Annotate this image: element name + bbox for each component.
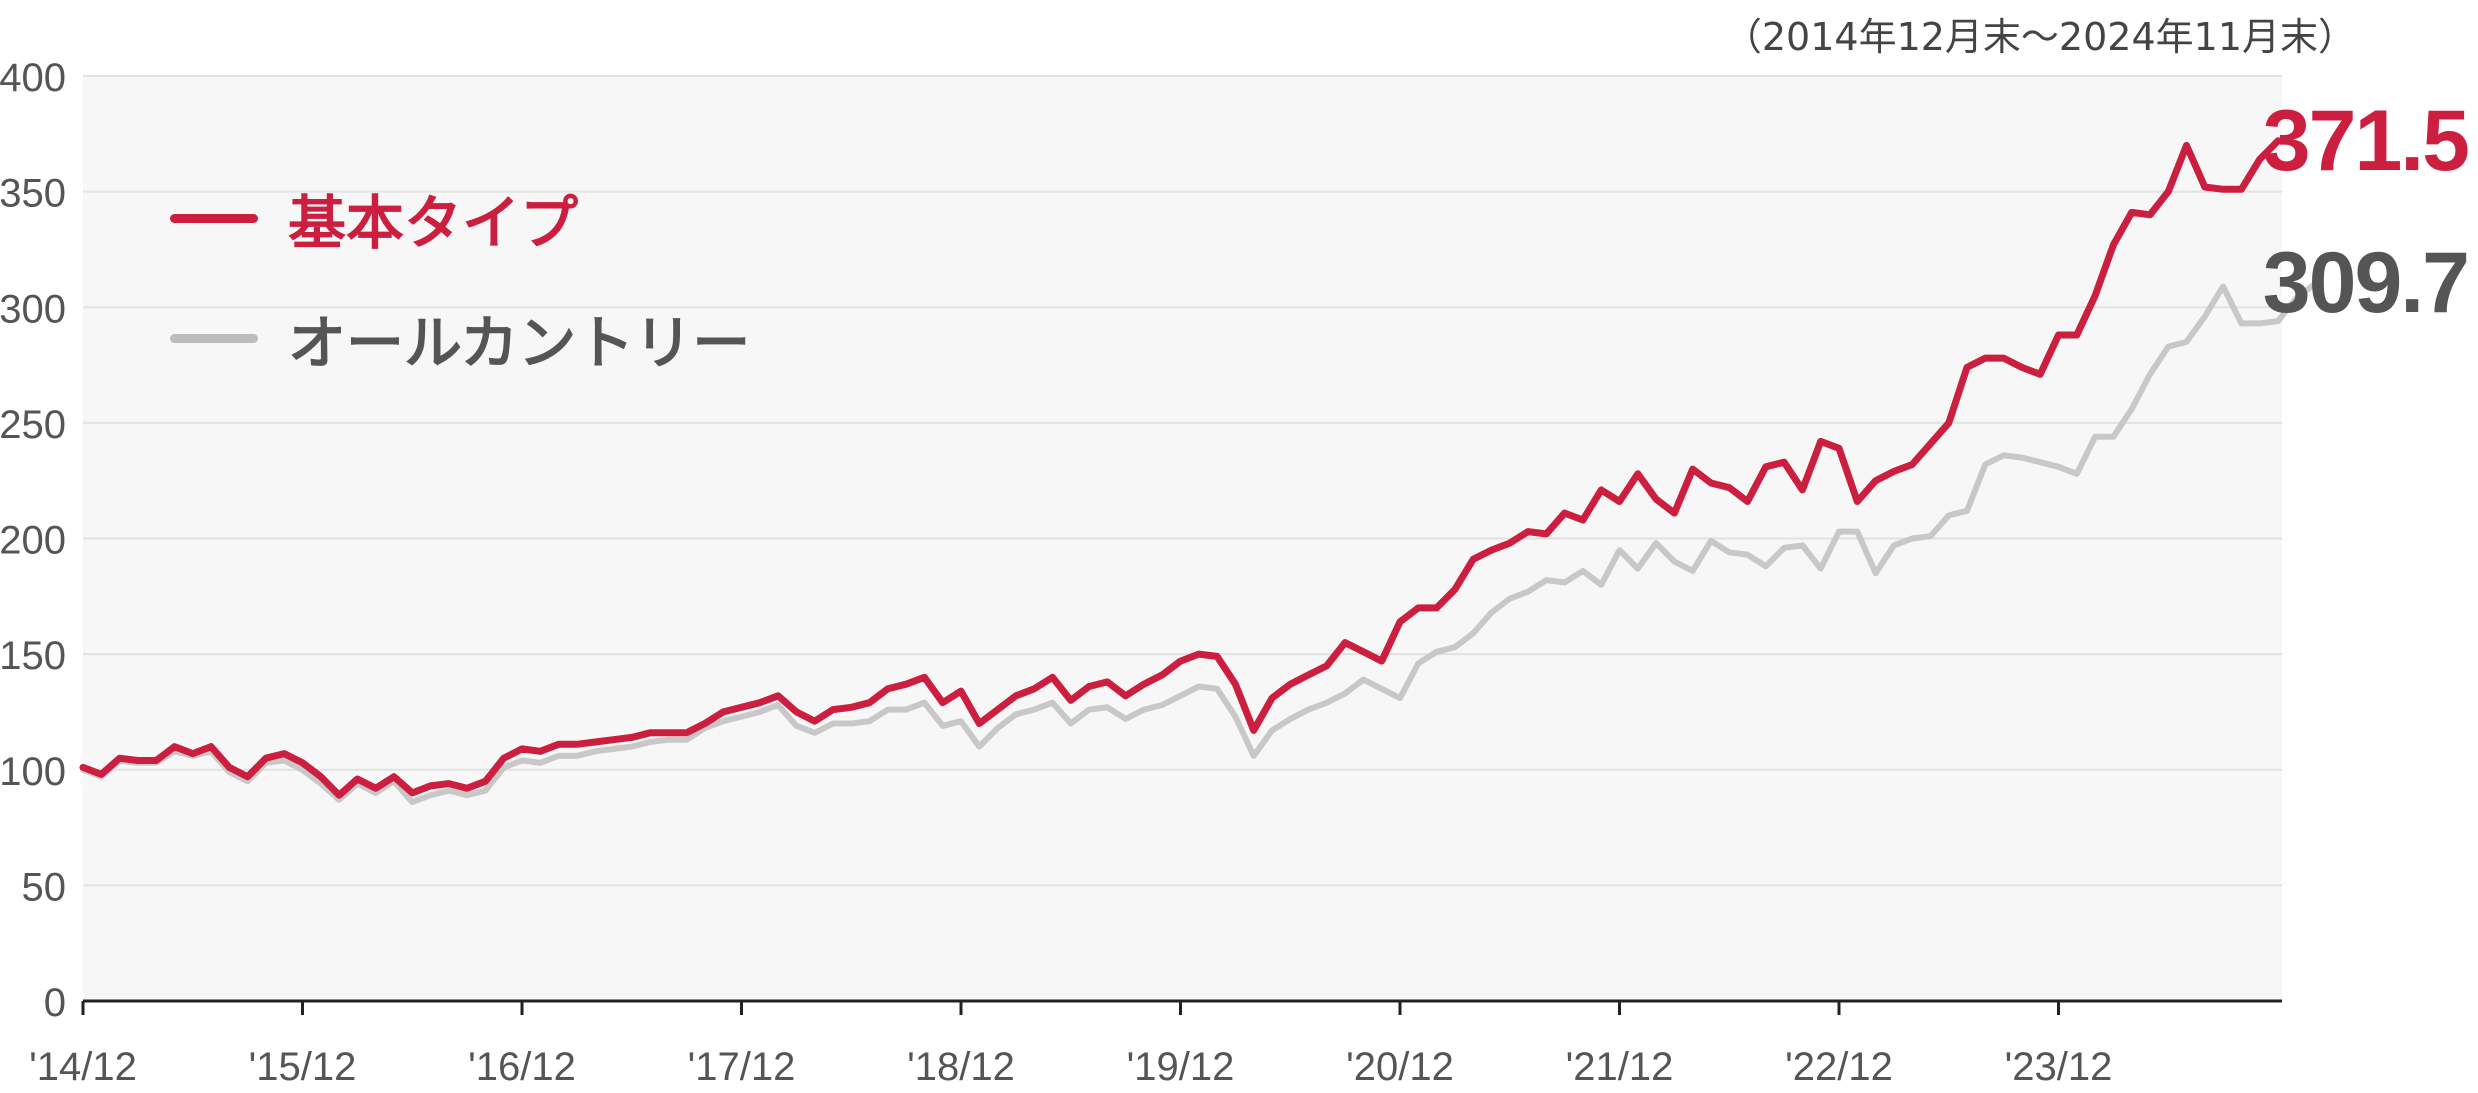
y-tick-label: 200 (0, 519, 66, 563)
x-tick-label: '18/12 (907, 1045, 1015, 1089)
end-value-basic: 371.5 (2262, 93, 2470, 189)
y-tick-label: 150 (0, 634, 66, 678)
period-note: （2014年12月末～2024年11月末） (1723, 15, 2356, 59)
y-tick-label: 400 (0, 56, 66, 100)
y-tick-label: 300 (0, 287, 66, 331)
x-tick-label: '14/12 (29, 1045, 137, 1089)
x-axis: '14/12 '15/12 '16/12 '17/12 '18/12 '19/12 '20/… (29, 999, 2282, 1089)
x-tick-label: '22/12 (1785, 1045, 1893, 1089)
legend-label-allcountry: オールカントリー (288, 309, 751, 377)
series-line-basic (79, 137, 2282, 799)
y-tick-label: 350 (0, 172, 66, 216)
x-tick-label: '20/12 (1346, 1045, 1454, 1089)
end-value-allcountry: 309.7 (2262, 235, 2470, 331)
y-tick-label: 250 (0, 403, 66, 447)
y-tick-label: 50 (22, 865, 67, 909)
legend-swatch-basic (170, 213, 258, 223)
y-axis-ticks: 0 50 100 150 200 250 300 350 400 (0, 56, 66, 1025)
legend-swatch-allcountry (170, 333, 258, 343)
legend-item-allcountry: オールカントリー (170, 296, 750, 380)
x-tick-label: '15/12 (249, 1045, 357, 1089)
legend-label-basic: 基本タイプ (288, 189, 579, 257)
x-tick-label: '21/12 (1566, 1045, 1674, 1089)
series-line-allcountry (80, 281, 2318, 806)
gridlines (83, 75, 2282, 887)
legend-item-basic: 基本タイプ (170, 176, 578, 260)
x-tick-label: '17/12 (688, 1045, 796, 1089)
series-lines (79, 137, 2318, 806)
x-tick-label: '16/12 (468, 1045, 576, 1089)
x-tick-label: '19/12 (1127, 1045, 1235, 1089)
y-tick-label: 0 (44, 981, 66, 1025)
x-tick-label: '23/12 (2005, 1045, 2113, 1089)
y-tick-label: 100 (0, 750, 66, 794)
